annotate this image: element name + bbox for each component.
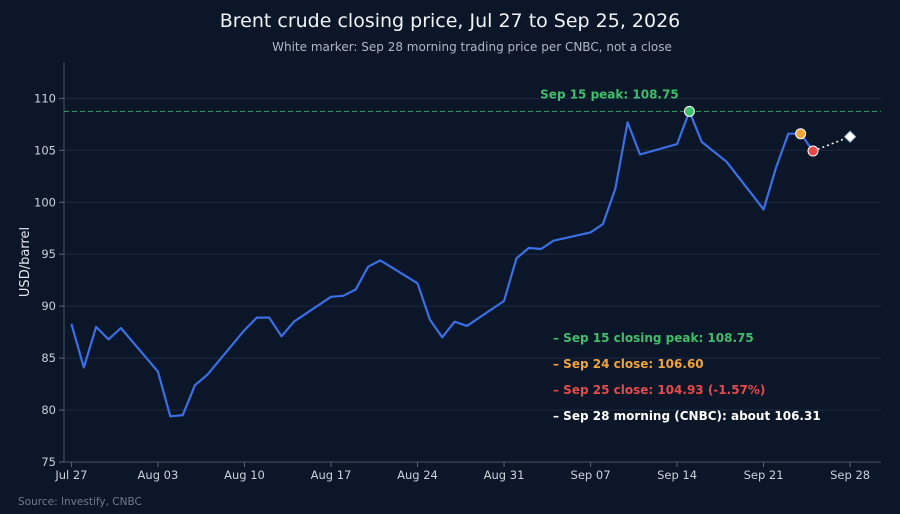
- x-tick-label-0: Jul 27: [54, 468, 87, 482]
- x-tick-label-3: Aug 17: [311, 468, 352, 482]
- axes: 75 80 85 90 95 100 105 110 Jul 27 Aug 03 Aug 10 Aug…: [18, 62, 881, 482]
- morning-connector-line: [812, 136, 851, 152]
- source-note: Source: Investify, CNBC: [18, 496, 142, 508]
- reference-line-group: Sep 15 peak: 108.75: [64, 87, 881, 112]
- x-tick-label-8: Sep 21: [744, 468, 784, 482]
- annotation-2: – Sep 25 close: 104.93 (-1.57%): [553, 383, 765, 397]
- peak-reference-label: Sep 15 peak: 108.75: [540, 87, 679, 101]
- x-tick-label-2: Aug 10: [224, 468, 265, 482]
- sep-28-morning-marker: [843, 130, 857, 143]
- x-tick-label-4: Aug 24: [397, 468, 438, 482]
- y-tick-label-105: 105: [34, 143, 56, 157]
- y-axis-title: USD/barrel: [18, 227, 33, 297]
- annotation-1: – Sep 24 close: 106.60: [553, 357, 704, 371]
- x-tick-label-9: Sep 28: [830, 468, 870, 482]
- x-tick-label-7: Sep 14: [657, 468, 697, 482]
- sep-15-peak-marker: [683, 105, 695, 117]
- y-tick-label-85: 85: [41, 351, 56, 365]
- chart-title: Brent crude closing price, Jul 27 to Sep…: [219, 10, 681, 32]
- annotation-0: – Sep 15 closing peak: 108.75: [553, 331, 754, 345]
- x-tick-label-6: Sep 07: [571, 468, 611, 482]
- x-tick-label-5: Aug 31: [484, 468, 525, 482]
- y-tick-label-90: 90: [41, 299, 56, 313]
- x-tick-label-1: Aug 03: [138, 468, 179, 482]
- sep-25-close-marker: [807, 145, 819, 157]
- annotations-group: – Sep 15 closing peak: 108.75 – Sep 24 cl…: [553, 331, 821, 423]
- sep-24-close-marker: [795, 128, 807, 140]
- series-group: [70, 110, 814, 418]
- annotation-3: – Sep 28 morning (CNBC): about 106.31: [553, 409, 821, 423]
- chart-subtitle: White marker: Sep 28 morning trading pri…: [272, 40, 672, 54]
- y-tick-label-110: 110: [34, 91, 56, 105]
- y-tick-label-80: 80: [41, 403, 56, 417]
- brent-close-series-line: [70, 110, 814, 418]
- markers-group: [683, 105, 857, 157]
- y-tick-label-100: 100: [34, 195, 56, 209]
- y-tick-label-95: 95: [41, 247, 56, 261]
- y-tick-label-75: 75: [41, 455, 56, 469]
